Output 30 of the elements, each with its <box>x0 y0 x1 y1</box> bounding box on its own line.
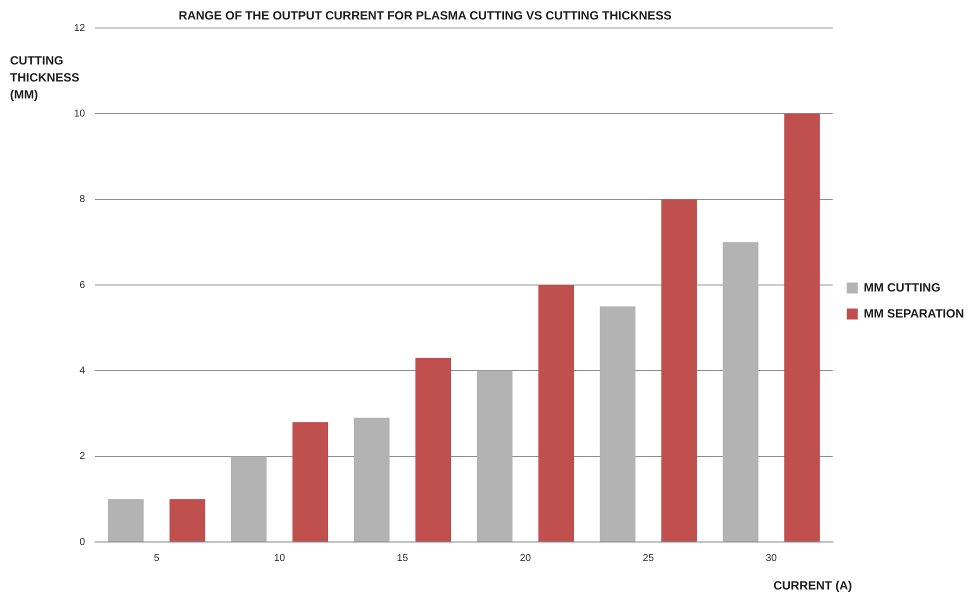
bar <box>354 418 390 542</box>
y-tick-label: 12 <box>74 22 86 34</box>
bar <box>538 285 574 542</box>
y-tick-label: 6 <box>80 280 86 291</box>
bar <box>476 370 513 542</box>
bar <box>600 306 636 542</box>
x-tick-label: 10 <box>274 552 286 564</box>
legend-label: MM SEPARATION <box>864 306 964 320</box>
y-tick-label: 2 <box>80 451 86 462</box>
bar <box>170 499 206 542</box>
legend-label: MM CUTTING <box>864 280 940 294</box>
x-tick-label: 25 <box>642 552 654 564</box>
y-tick-label: 8 <box>80 194 86 206</box>
y-axis-title: CUTTING THICKNESS (MM) <box>10 53 80 102</box>
bar <box>230 456 267 542</box>
x-tick-label: 20 <box>520 552 532 564</box>
x-tick-label: 30 <box>766 552 778 564</box>
bar <box>784 114 820 542</box>
x-tick-label: 5 <box>154 552 160 564</box>
y-tick-label: 4 <box>80 365 86 376</box>
chart-title: RANGE OF THE OUTPUT CURRENT FOR PLASMA CUTTING VS CUTTING THICKNESS <box>178 8 672 22</box>
bar <box>722 242 758 542</box>
bar <box>661 199 697 542</box>
bar <box>108 499 144 542</box>
x-tick-label: 15 <box>396 552 408 564</box>
x-axis-title: CURRENT (A) <box>773 578 852 592</box>
y-tick-label: 0 <box>80 536 86 548</box>
y-tick-label: 10 <box>74 108 86 120</box>
bar <box>415 358 452 542</box>
bar <box>292 422 328 542</box>
